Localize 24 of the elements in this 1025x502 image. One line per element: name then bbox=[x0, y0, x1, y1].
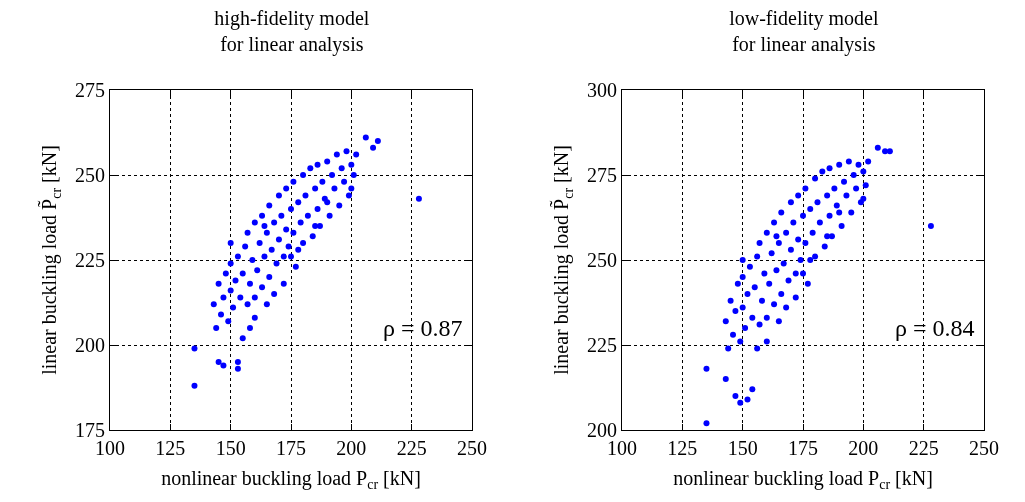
y-tick-label: 275 bbox=[586, 164, 617, 186]
x-tick-label: 250 bbox=[457, 437, 487, 460]
y-tick-label: 275 bbox=[74, 79, 105, 101]
x-tick-label: 225 bbox=[908, 437, 939, 460]
x-tick-label: 150 bbox=[727, 437, 758, 460]
chart-title: high-fidelity model for linear analysis bbox=[214, 7, 370, 57]
y-tick-label: 250 bbox=[74, 164, 105, 186]
y-tick-label: 300 bbox=[586, 79, 617, 101]
y-tick-label: 200 bbox=[74, 334, 105, 356]
x-tick-label: 200 bbox=[336, 437, 367, 460]
x-tick-label: 175 bbox=[788, 437, 818, 460]
x-axis-title: nonlinear buckling load P$_{cr}$ [kN] bbox=[673, 466, 933, 492]
y-tick-label: 225 bbox=[586, 334, 617, 356]
x-axis-title: nonlinear buckling load P$_{cr}$ [kN] bbox=[161, 466, 421, 492]
x-tick-label: 225 bbox=[396, 437, 427, 460]
chart-title: low-fidelity model for linear analysis bbox=[729, 7, 879, 57]
x-tick-label: 150 bbox=[215, 437, 246, 460]
x-tick-label: 175 bbox=[276, 437, 306, 460]
y-tick-label: 250 bbox=[586, 249, 617, 271]
x-tick-label: 250 bbox=[969, 437, 999, 460]
x-tick-label: 125 bbox=[155, 437, 186, 460]
x-tick-label: 125 bbox=[667, 437, 698, 460]
y-tick-label: 225 bbox=[74, 249, 105, 271]
x-tick-label: 200 bbox=[848, 437, 879, 460]
